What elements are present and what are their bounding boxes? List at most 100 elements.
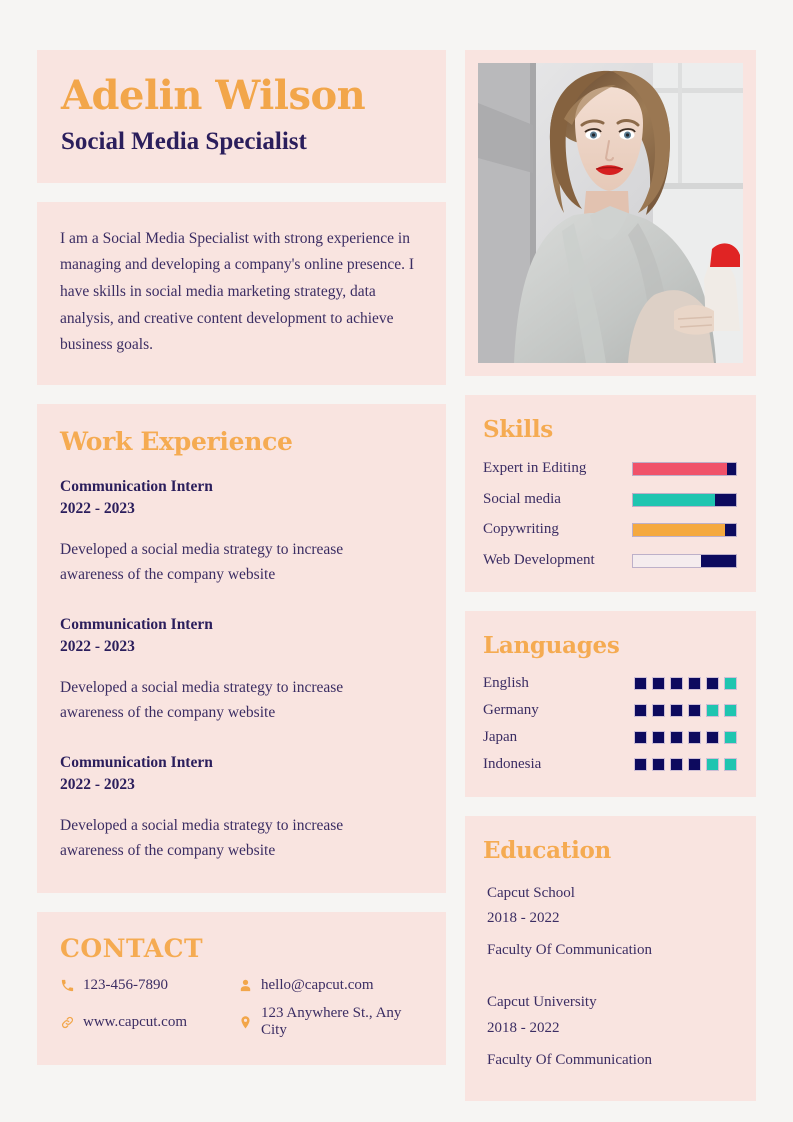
contact-item-phone[interactable]: 123-456-7890 bbox=[60, 977, 238, 994]
job-description: Developed a social media strategy to inc… bbox=[60, 816, 344, 859]
education-years: 2018 - 2022 bbox=[487, 910, 560, 927]
skill-progress-fill bbox=[633, 524, 725, 537]
job-role: Communication Intern bbox=[60, 615, 213, 633]
contact-card: CONTACT 123-456-7890 bbox=[37, 912, 446, 1066]
education-list: Capcut School 2018 - 2022 Faculty Of Com… bbox=[483, 881, 737, 1073]
list-item: Capcut School 2018 - 2022 Faculty Of Com… bbox=[483, 881, 737, 964]
rating-dot-filled bbox=[688, 703, 701, 717]
skill-progress-bar bbox=[632, 462, 737, 477]
skill-progress-fill bbox=[633, 493, 716, 506]
page-title: Adelin Wilson bbox=[61, 72, 366, 119]
job-role: Communication Intern bbox=[60, 477, 213, 495]
work-experience-list: Communication Intern 2022 - 2023 Develop… bbox=[60, 476, 422, 863]
education-faculty: Faculty Of Communication bbox=[487, 942, 652, 959]
avatar bbox=[478, 63, 743, 363]
rating-dot-filled bbox=[670, 703, 683, 717]
rating-dot-filled bbox=[688, 676, 701, 690]
contact-list: 123-456-7890 hello@capcut.com bbox=[60, 977, 424, 1039]
contact-item-website[interactable]: www.capcut.com bbox=[60, 1005, 238, 1039]
list-item: Copywriting bbox=[483, 520, 737, 540]
job-years: 2022 - 2023 bbox=[60, 638, 135, 656]
language-rating bbox=[634, 730, 737, 744]
list-item: Communication Intern 2022 - 2023 Develop… bbox=[60, 614, 422, 725]
contact-value: 123 Anywhere St., Any City bbox=[261, 1005, 402, 1039]
language-rating bbox=[634, 676, 737, 690]
rating-dot-filled bbox=[652, 730, 665, 744]
list-item: Germany bbox=[483, 702, 737, 719]
rating-dot-filled bbox=[706, 676, 719, 690]
languages-card: Languages English Germany Japan bbox=[465, 611, 756, 797]
user-icon bbox=[238, 978, 253, 993]
education-faculty: Faculty Of Communication bbox=[487, 1051, 652, 1068]
education-school: Capcut School bbox=[487, 884, 575, 901]
list-item: English bbox=[483, 675, 737, 692]
rating-dot-empty bbox=[706, 757, 719, 771]
language-label: Germany bbox=[483, 701, 539, 718]
contact-value: hello@capcut.com bbox=[261, 977, 374, 994]
rating-dot-filled bbox=[688, 757, 701, 771]
rating-dot-empty bbox=[724, 757, 737, 771]
list-item: Web Development bbox=[483, 551, 737, 571]
skill-label: Web Development bbox=[483, 551, 595, 568]
photo-card bbox=[465, 50, 756, 376]
contact-value: www.capcut.com bbox=[83, 1013, 187, 1030]
rating-dot-filled bbox=[652, 703, 665, 717]
rating-dot-empty bbox=[724, 676, 737, 690]
right-column: Skills Expert in Editing Social media bbox=[465, 50, 756, 1102]
rating-dot-filled bbox=[634, 757, 647, 771]
job-role: Communication Intern bbox=[60, 753, 213, 771]
rating-dot-empty bbox=[706, 703, 719, 717]
job-years: 2022 - 2023 bbox=[60, 500, 135, 518]
skill-label: Copywriting bbox=[483, 521, 559, 538]
skills-list: Expert in Editing Social media Copywriti… bbox=[483, 459, 737, 570]
rating-dot-filled bbox=[634, 676, 647, 690]
job-description: Developed a social media strategy to inc… bbox=[60, 678, 344, 721]
rating-dot-empty bbox=[724, 703, 737, 717]
link-icon bbox=[60, 1015, 75, 1030]
language-label: English bbox=[483, 674, 529, 691]
work-experience-card: Work Experience Communication Intern 202… bbox=[37, 404, 446, 894]
header-card: Adelin Wilson Social Media Specialist bbox=[37, 50, 446, 183]
summary-text: I am a Social Media Specialist with stro… bbox=[60, 229, 415, 354]
contact-value: 123-456-7890 bbox=[83, 977, 168, 994]
list-item: Communication Intern 2022 - 2023 Develop… bbox=[60, 752, 422, 863]
rating-dot-filled bbox=[634, 730, 647, 744]
rating-dot-filled bbox=[634, 703, 647, 717]
skill-progress-bar bbox=[632, 492, 737, 507]
skill-progress-fill bbox=[633, 463, 727, 476]
skills-heading: Skills bbox=[483, 416, 553, 443]
job-title: Social Media Specialist bbox=[61, 127, 307, 155]
education-years: 2018 - 2022 bbox=[487, 1019, 560, 1036]
rating-dot-filled bbox=[652, 676, 665, 690]
summary-card: I am a Social Media Specialist with stro… bbox=[37, 201, 446, 386]
contact-heading: CONTACT bbox=[60, 934, 204, 964]
skills-card: Skills Expert in Editing Social media bbox=[465, 395, 756, 593]
contact-item-email[interactable]: hello@capcut.com bbox=[238, 977, 424, 994]
left-column: Adelin Wilson Social Media Specialist I … bbox=[37, 50, 446, 1066]
job-description: Developed a social media strategy to inc… bbox=[60, 540, 344, 583]
job-years: 2022 - 2023 bbox=[60, 776, 135, 794]
languages-list: English Germany Japan Indonesia bbox=[483, 675, 737, 773]
list-item: Social media bbox=[483, 490, 737, 510]
contact-item-address[interactable]: 123 Anywhere St., Any City bbox=[238, 1005, 424, 1039]
education-heading: Education bbox=[483, 836, 611, 864]
language-rating bbox=[634, 757, 737, 771]
languages-heading: Languages bbox=[483, 632, 620, 660]
language-label: Indonesia bbox=[483, 755, 542, 772]
rating-dot-filled bbox=[688, 730, 701, 744]
rating-dot-filled bbox=[652, 757, 665, 771]
skill-progress-fill bbox=[633, 554, 701, 567]
list-item: Capcut University 2018 - 2022 Faculty Of… bbox=[483, 990, 737, 1073]
work-experience-heading: Work Experience bbox=[60, 427, 293, 457]
skill-label: Social media bbox=[483, 490, 561, 507]
education-school: Capcut University bbox=[487, 994, 597, 1011]
skill-progress-bar bbox=[632, 523, 737, 538]
skill-label: Expert in Editing bbox=[483, 460, 587, 477]
rating-dot-filled bbox=[670, 730, 683, 744]
location-icon bbox=[238, 1015, 253, 1030]
rating-dot-filled bbox=[670, 757, 683, 771]
list-item: Japan bbox=[483, 729, 737, 746]
resume-grid: Adelin Wilson Social Media Specialist I … bbox=[37, 50, 756, 1102]
language-label: Japan bbox=[483, 728, 518, 745]
